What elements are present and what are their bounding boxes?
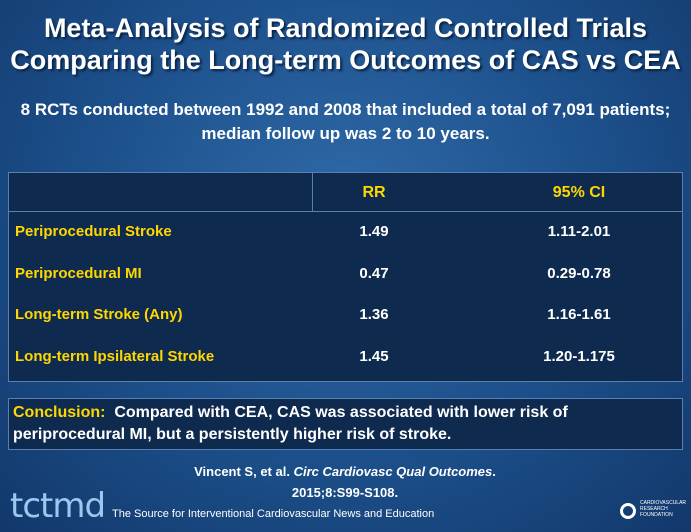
citation-details: . 2015;8:S99-S108.: [291, 464, 496, 500]
cell: 0.29-0.78: [547, 264, 611, 282]
row-label: Long-term Stroke (Any): [15, 306, 183, 323]
table: RR 95% CI Periprocedural Stroke 1.49 1.11-…: [8, 172, 683, 382]
citation-authors: Vincent S, et al.: [194, 464, 290, 479]
row-label: Long-term Ipsilateral Stroke: [15, 347, 215, 365]
citation-journal: Circ Cardiovasc Qual Outcomes: [293, 464, 493, 479]
row-label: Periprocedural Stroke: [15, 223, 172, 240]
title: Meta-Analysis of Randomized Controlled T…: [10, 13, 681, 75]
conclusion-label: Conclusion:: [13, 404, 106, 421]
cell: 1.45: [359, 347, 389, 365]
divider: [312, 173, 313, 211]
row-label: Periprocedural MI: [15, 264, 142, 282]
header-cell: RR: [362, 184, 386, 201]
cell: 0.47: [359, 264, 389, 282]
tagline: The Source for Interventional Cardiovasc…: [112, 508, 435, 520]
cell: 1.11-2.01: [547, 223, 611, 240]
subtitle: 8 RCTs conducted between 1992 and 2008 t…: [20, 100, 671, 143]
crf-icon: [620, 503, 636, 519]
header-cell: 95% CI: [552, 184, 606, 201]
cell: 1.36: [359, 306, 389, 323]
cell: 1.49: [359, 223, 389, 240]
foundation: CARDIOVASCULAR RESEARCH FOUNDATION: [640, 500, 687, 518]
cell: 1.20-1.175: [543, 347, 615, 365]
conclusion-text: Compared with CEA, CAS was associated wi…: [13, 404, 568, 443]
logo: tctmd: [10, 486, 106, 526]
cell: 1.16-1.61: [547, 306, 611, 323]
header-row: [9, 173, 682, 212]
conclusion: Conclusion: Compared with CEA, CAS was a…: [8, 398, 683, 450]
citation: Vincent S, et al. Circ Cardiovasc Qual O…: [180, 461, 510, 503]
